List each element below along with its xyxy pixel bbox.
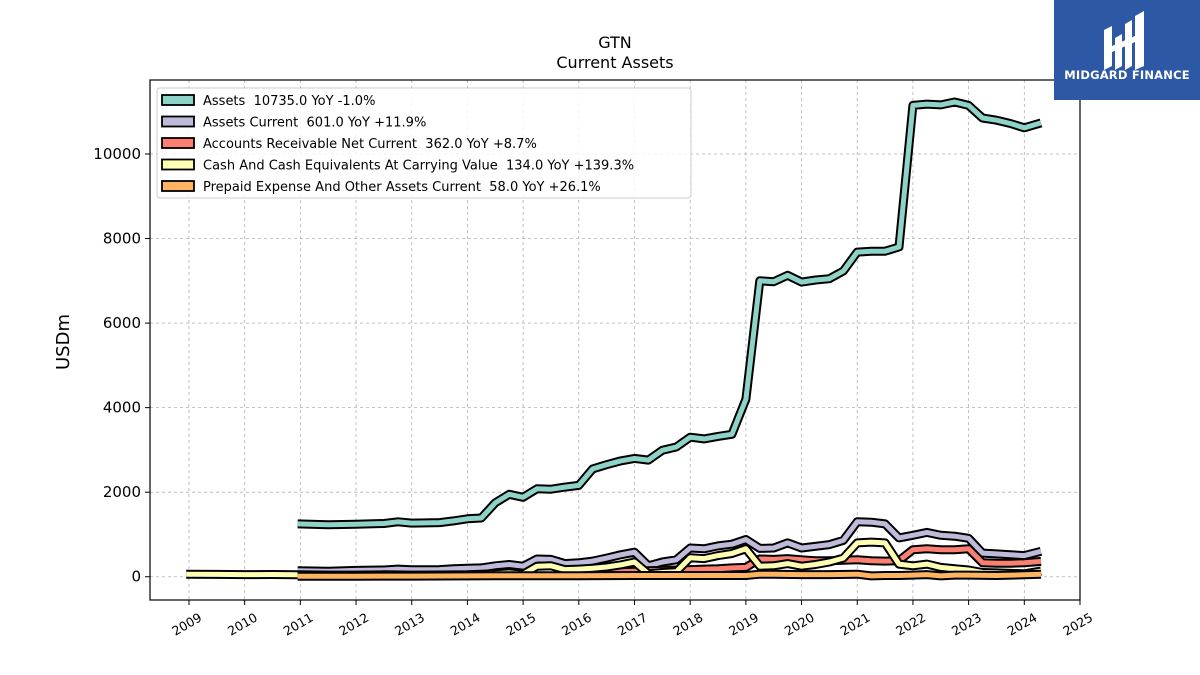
y-tick-label: 10000 [93, 145, 141, 163]
y-tick-label: 2000 [103, 483, 141, 501]
x-tick-label: 2013 [392, 610, 427, 639]
legend: Assets 10735.0 YoY -1.0% Assets Current 6… [156, 87, 692, 199]
x-axis-ticks: 2009 2010 2011 2012 2013 2014 2015 2016 2017 2018… [169, 600, 1095, 639]
y-axis-label: USDm [53, 314, 74, 370]
chart-subtitle: Current Assets [556, 53, 674, 72]
x-tick-label: 2020 [782, 610, 817, 639]
x-tick-label: 2022 [893, 610, 928, 639]
x-tick-label: 2021 [837, 610, 872, 639]
x-tick-label: 2023 [949, 610, 984, 639]
y-axis-ticks: 0 2000 4000 6000 8000 10000 [93, 145, 150, 586]
x-tick-label: 2012 [336, 610, 371, 639]
series-line-1 [297, 519, 1042, 574]
brand-logo: MIDGARD FINANCE [1054, 0, 1200, 100]
chart-title: GTN [598, 33, 632, 52]
legend-entry: Accounts Receivable Net Current 362.0 Yo… [203, 137, 537, 152]
x-tick-label: 2015 [503, 610, 538, 639]
series-line-4 [297, 571, 1042, 579]
x-tick-label: 2010 [225, 610, 260, 639]
x-tick-label: 2016 [559, 610, 594, 639]
series-line-0 [297, 99, 1042, 528]
x-tick-label: 2009 [169, 610, 204, 639]
legend-entry: Assets 10735.0 YoY -1.0% [203, 94, 375, 109]
x-tick-label: 2019 [726, 610, 761, 639]
legend-entry: Prepaid Expense And Other Assets Current… [203, 180, 601, 195]
legend-swatch [161, 137, 195, 149]
y-tick-label: 4000 [103, 399, 141, 417]
x-tick-label: 2024 [1005, 610, 1040, 639]
legend-entry: Assets Current 601.0 YoY +11.9% [203, 116, 426, 131]
x-tick-label: 2011 [281, 610, 316, 639]
plot-frame [149, 79, 1081, 601]
y-tick-label: 8000 [103, 230, 141, 248]
legend-entry: Cash And Cash Equivalents At Carrying Va… [203, 159, 634, 174]
legend-swatch [161, 158, 195, 171]
legend-swatch [161, 115, 195, 128]
y-tick-label: 0 [131, 568, 141, 586]
x-tick-label: 2017 [615, 610, 650, 639]
x-tick-label: 2025 [1060, 610, 1095, 639]
legend-swatch [161, 94, 195, 106]
logo-text: MIDGARD FINANCE [1064, 68, 1190, 82]
legend-swatch [161, 180, 195, 192]
midgard-logo-icon [1104, 11, 1144, 70]
x-tick-label: 2018 [670, 610, 705, 639]
x-tick-label: 2014 [448, 610, 483, 639]
y-tick-label: 6000 [103, 314, 141, 332]
legend-box [156, 87, 692, 199]
series-lines [186, 97, 1043, 581]
